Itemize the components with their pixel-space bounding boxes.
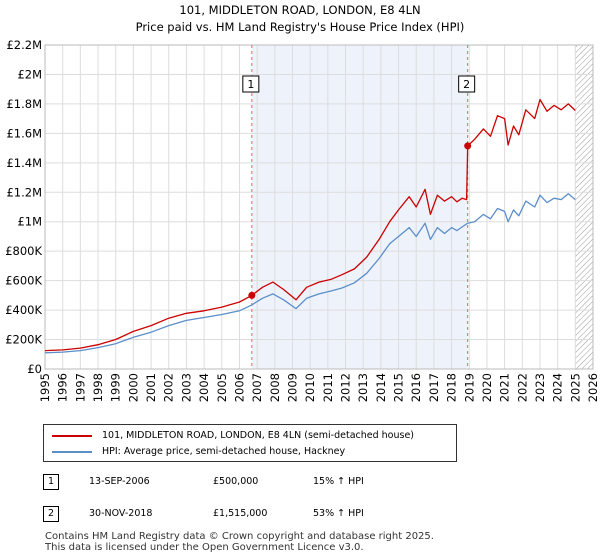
- x-tick-label: 2015: [392, 373, 406, 402]
- x-tick-label: 2023: [533, 373, 547, 402]
- hpi-series-line: [44, 193, 576, 354]
- x-tick-label: 2003: [179, 373, 193, 402]
- footer-licence: This data is licensed under the Open Gov…: [45, 542, 364, 553]
- y-tick-label: £0: [27, 362, 42, 376]
- transaction-price: £500,000: [213, 476, 259, 487]
- x-tick-label: 2022: [515, 373, 529, 402]
- x-tick-label: 2001: [144, 373, 158, 402]
- x-tick-label: 2018: [445, 373, 459, 402]
- x-tick-label: 2013: [356, 373, 370, 402]
- y-tick-label: £2M: [17, 67, 42, 81]
- x-tick-label: 1996: [56, 373, 70, 402]
- transaction-number: 2: [43, 506, 59, 522]
- sale-point: [248, 291, 256, 299]
- x-tick-label: 2006: [232, 373, 246, 402]
- y-tick-label: £200K: [5, 333, 42, 347]
- transaction-date: 30-NOV-2018: [89, 508, 153, 519]
- x-tick-label: 2016: [409, 373, 423, 402]
- x-tick-label: 2005: [215, 373, 229, 402]
- transaction-hpi-change: 53% ↑ HPI: [313, 508, 364, 519]
- x-tick-label: 2012: [339, 373, 353, 402]
- x-tick-label: 1998: [91, 373, 105, 402]
- plot-frame: [44, 44, 594, 370]
- x-tick-label: 2011: [321, 373, 335, 402]
- x-tick-label: 2017: [427, 373, 441, 402]
- hatched-region: [575, 45, 593, 369]
- shaded-period: [251, 45, 468, 369]
- x-tick-label: 2019: [462, 373, 476, 402]
- y-tick-label: £1.6M: [6, 126, 42, 140]
- x-tick-label: 2009: [285, 373, 299, 402]
- y-tick-label: £600K: [5, 274, 42, 288]
- y-tick-label: £1.4M: [6, 156, 42, 170]
- x-tick-label: 2014: [374, 373, 388, 402]
- transaction-price: £1,515,000: [213, 508, 268, 519]
- x-tick-label: 2004: [197, 373, 211, 402]
- y-tick-label: £1M: [17, 215, 42, 229]
- chart-title: 101, MIDDLETON ROAD, LONDON, E8 4LN: [179, 3, 420, 17]
- transaction-hpi-change: 15% ↑ HPI: [313, 476, 364, 487]
- x-tick-label: 1995: [38, 373, 52, 402]
- y-tick-label: £400K: [5, 303, 42, 317]
- chart-legend: 101, MIDDLETON ROAD, LONDON, E8 4LN (sem…: [43, 424, 457, 462]
- x-tick-label: 2021: [498, 373, 512, 402]
- x-tick-label: 1997: [73, 373, 87, 402]
- x-tick-label: 2026: [586, 373, 600, 402]
- transaction-number: 1: [43, 474, 59, 490]
- sale-marker-box: [458, 75, 476, 93]
- sale-marker-box: [242, 75, 260, 93]
- x-tick-label: 2002: [162, 373, 176, 402]
- legend-swatch-hpi: [52, 451, 92, 453]
- legend-swatch-property: [52, 435, 92, 437]
- legend-label-hpi: HPI: Average price, semi-detached house,…: [102, 446, 346, 457]
- sale-marker-label: 2: [463, 78, 470, 91]
- legend-label-property: 101, MIDDLETON ROAD, LONDON, E8 4LN (sem…: [102, 430, 415, 441]
- chart-subtitle: Price paid vs. HM Land Registry's House …: [136, 20, 465, 34]
- x-tick-label: 2025: [568, 373, 582, 402]
- footer-copyright: Contains HM Land Registry data © Crown c…: [45, 531, 434, 542]
- x-tick-label: 2024: [551, 373, 565, 402]
- x-tick-label: 2020: [480, 373, 494, 402]
- x-tick-label: 2007: [250, 373, 264, 402]
- x-tick-label: 2000: [126, 373, 140, 402]
- y-tick-label: £800K: [5, 244, 42, 258]
- x-tick-label: 1999: [109, 373, 123, 402]
- y-tick-label: £1.8M: [6, 97, 42, 111]
- x-tick-label: 2010: [303, 373, 317, 402]
- footer: Contains HM Land Registry data © Crown c…: [45, 531, 434, 553]
- sale-point: [464, 142, 472, 150]
- sale-marker-label: 1: [247, 78, 254, 91]
- x-tick-label: 2008: [268, 373, 282, 402]
- transaction-date: 13-SEP-2006: [89, 476, 150, 487]
- y-tick-label: £2.2M: [6, 38, 42, 52]
- y-tick-label: £1.2M: [6, 185, 42, 199]
- price-chart: 101, MIDDLETON ROAD, LONDON, E8 4LN Pric…: [5, 3, 600, 402]
- property-series-line: [44, 98, 576, 352]
